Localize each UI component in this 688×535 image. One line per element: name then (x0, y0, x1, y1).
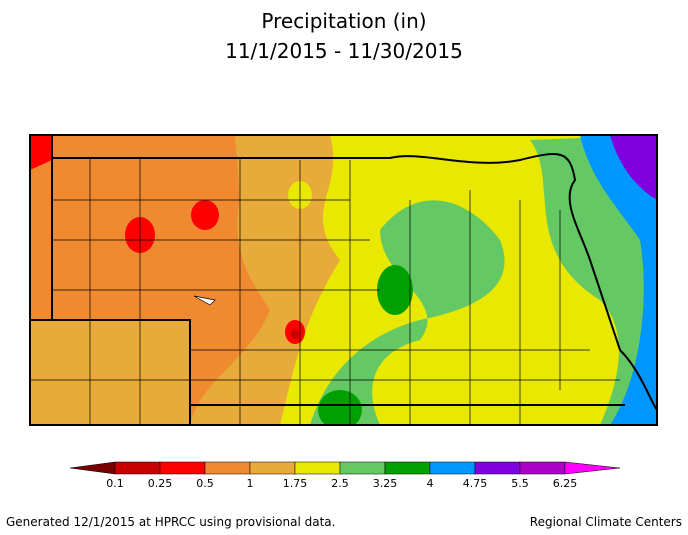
legend-label: 0.1 (106, 477, 124, 490)
legend-label: 0.25 (148, 477, 173, 490)
footer-left: Generated 12/1/2015 at HPRCC using provi… (6, 515, 335, 529)
title: Precipitation (in) (261, 9, 426, 33)
legend-label: 3.25 (373, 477, 398, 490)
legend-label: 1.75 (283, 477, 308, 490)
legend-swatch (249, 461, 296, 475)
legend-label: 2.5 (331, 477, 349, 490)
legend-swatch (474, 461, 521, 475)
legend-swatch (384, 461, 431, 475)
legend-swatch (519, 461, 566, 475)
legend-swatch (429, 461, 476, 475)
map (29, 134, 658, 426)
subtitle: 11/1/2015 - 11/30/2015 (225, 39, 463, 63)
legend-label: 5.5 (511, 477, 529, 490)
legend-swatch (564, 461, 621, 475)
footer-right: Regional Climate Centers (530, 515, 682, 529)
legend: 0.1 0.25 0.5 1 1.75 2.5 3.25 4 4.75 5.5 6.25 (69, 461, 621, 490)
legend-label: 0.5 (196, 477, 214, 490)
legend-swatch (204, 461, 251, 475)
legend-swatch (69, 461, 116, 475)
legend-swatch (294, 461, 341, 475)
legend-swatch (339, 461, 386, 475)
legend-label: 1 (247, 477, 254, 490)
legend-label: 4.75 (463, 477, 488, 490)
legend-label: 4 (427, 477, 434, 490)
legend-label: 6.25 (553, 477, 578, 490)
legend-swatch (159, 461, 206, 475)
legend-swatch (114, 461, 161, 475)
